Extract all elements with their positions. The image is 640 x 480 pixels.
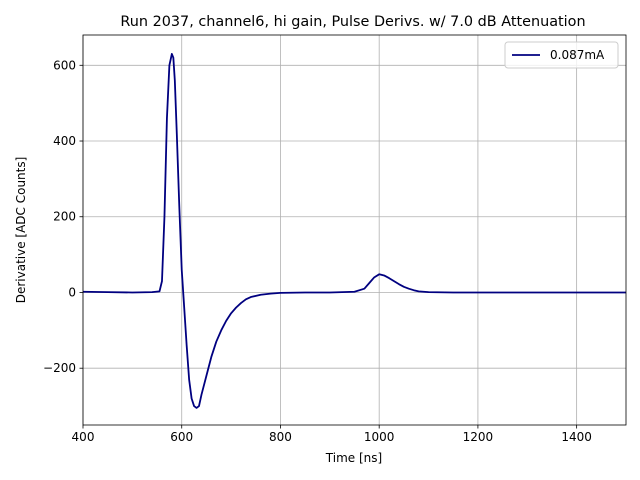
x-axis-label: Time [ns] — [325, 451, 382, 465]
legend-box — [504, 41, 619, 69]
y-tick-label: 200 — [53, 210, 76, 224]
x-tick-label: 1200 — [463, 430, 494, 444]
x-tick-label: 400 — [72, 430, 95, 444]
x-tick-label: 1000 — [364, 430, 395, 444]
legend: 0.087mA — [504, 41, 619, 69]
chart-title: Run 2037, channel6, hi gain, Pulse Deriv… — [120, 14, 585, 30]
y-tick-label: 600 — [53, 58, 76, 72]
x-tick-label: 800 — [269, 430, 292, 444]
y-tick-label: 0 — [68, 285, 76, 299]
plot-frame — [82, 34, 627, 426]
x-tick-label: 600 — [170, 430, 193, 444]
series-layer — [82, 53, 626, 409]
tick-layer: 400 600 800 1000 1200 1400 −200 0 200 400 600 — [43, 58, 592, 444]
y-axis-label: Derivative [ADC Counts] — [14, 157, 28, 304]
series-line-0 — [82, 53, 626, 409]
legend-label-0: 0.087mA — [550, 48, 605, 62]
x-tick-label: 1400 — [561, 430, 592, 444]
y-tick-label: 400 — [53, 134, 76, 148]
y-tick-label: −200 — [43, 361, 76, 375]
